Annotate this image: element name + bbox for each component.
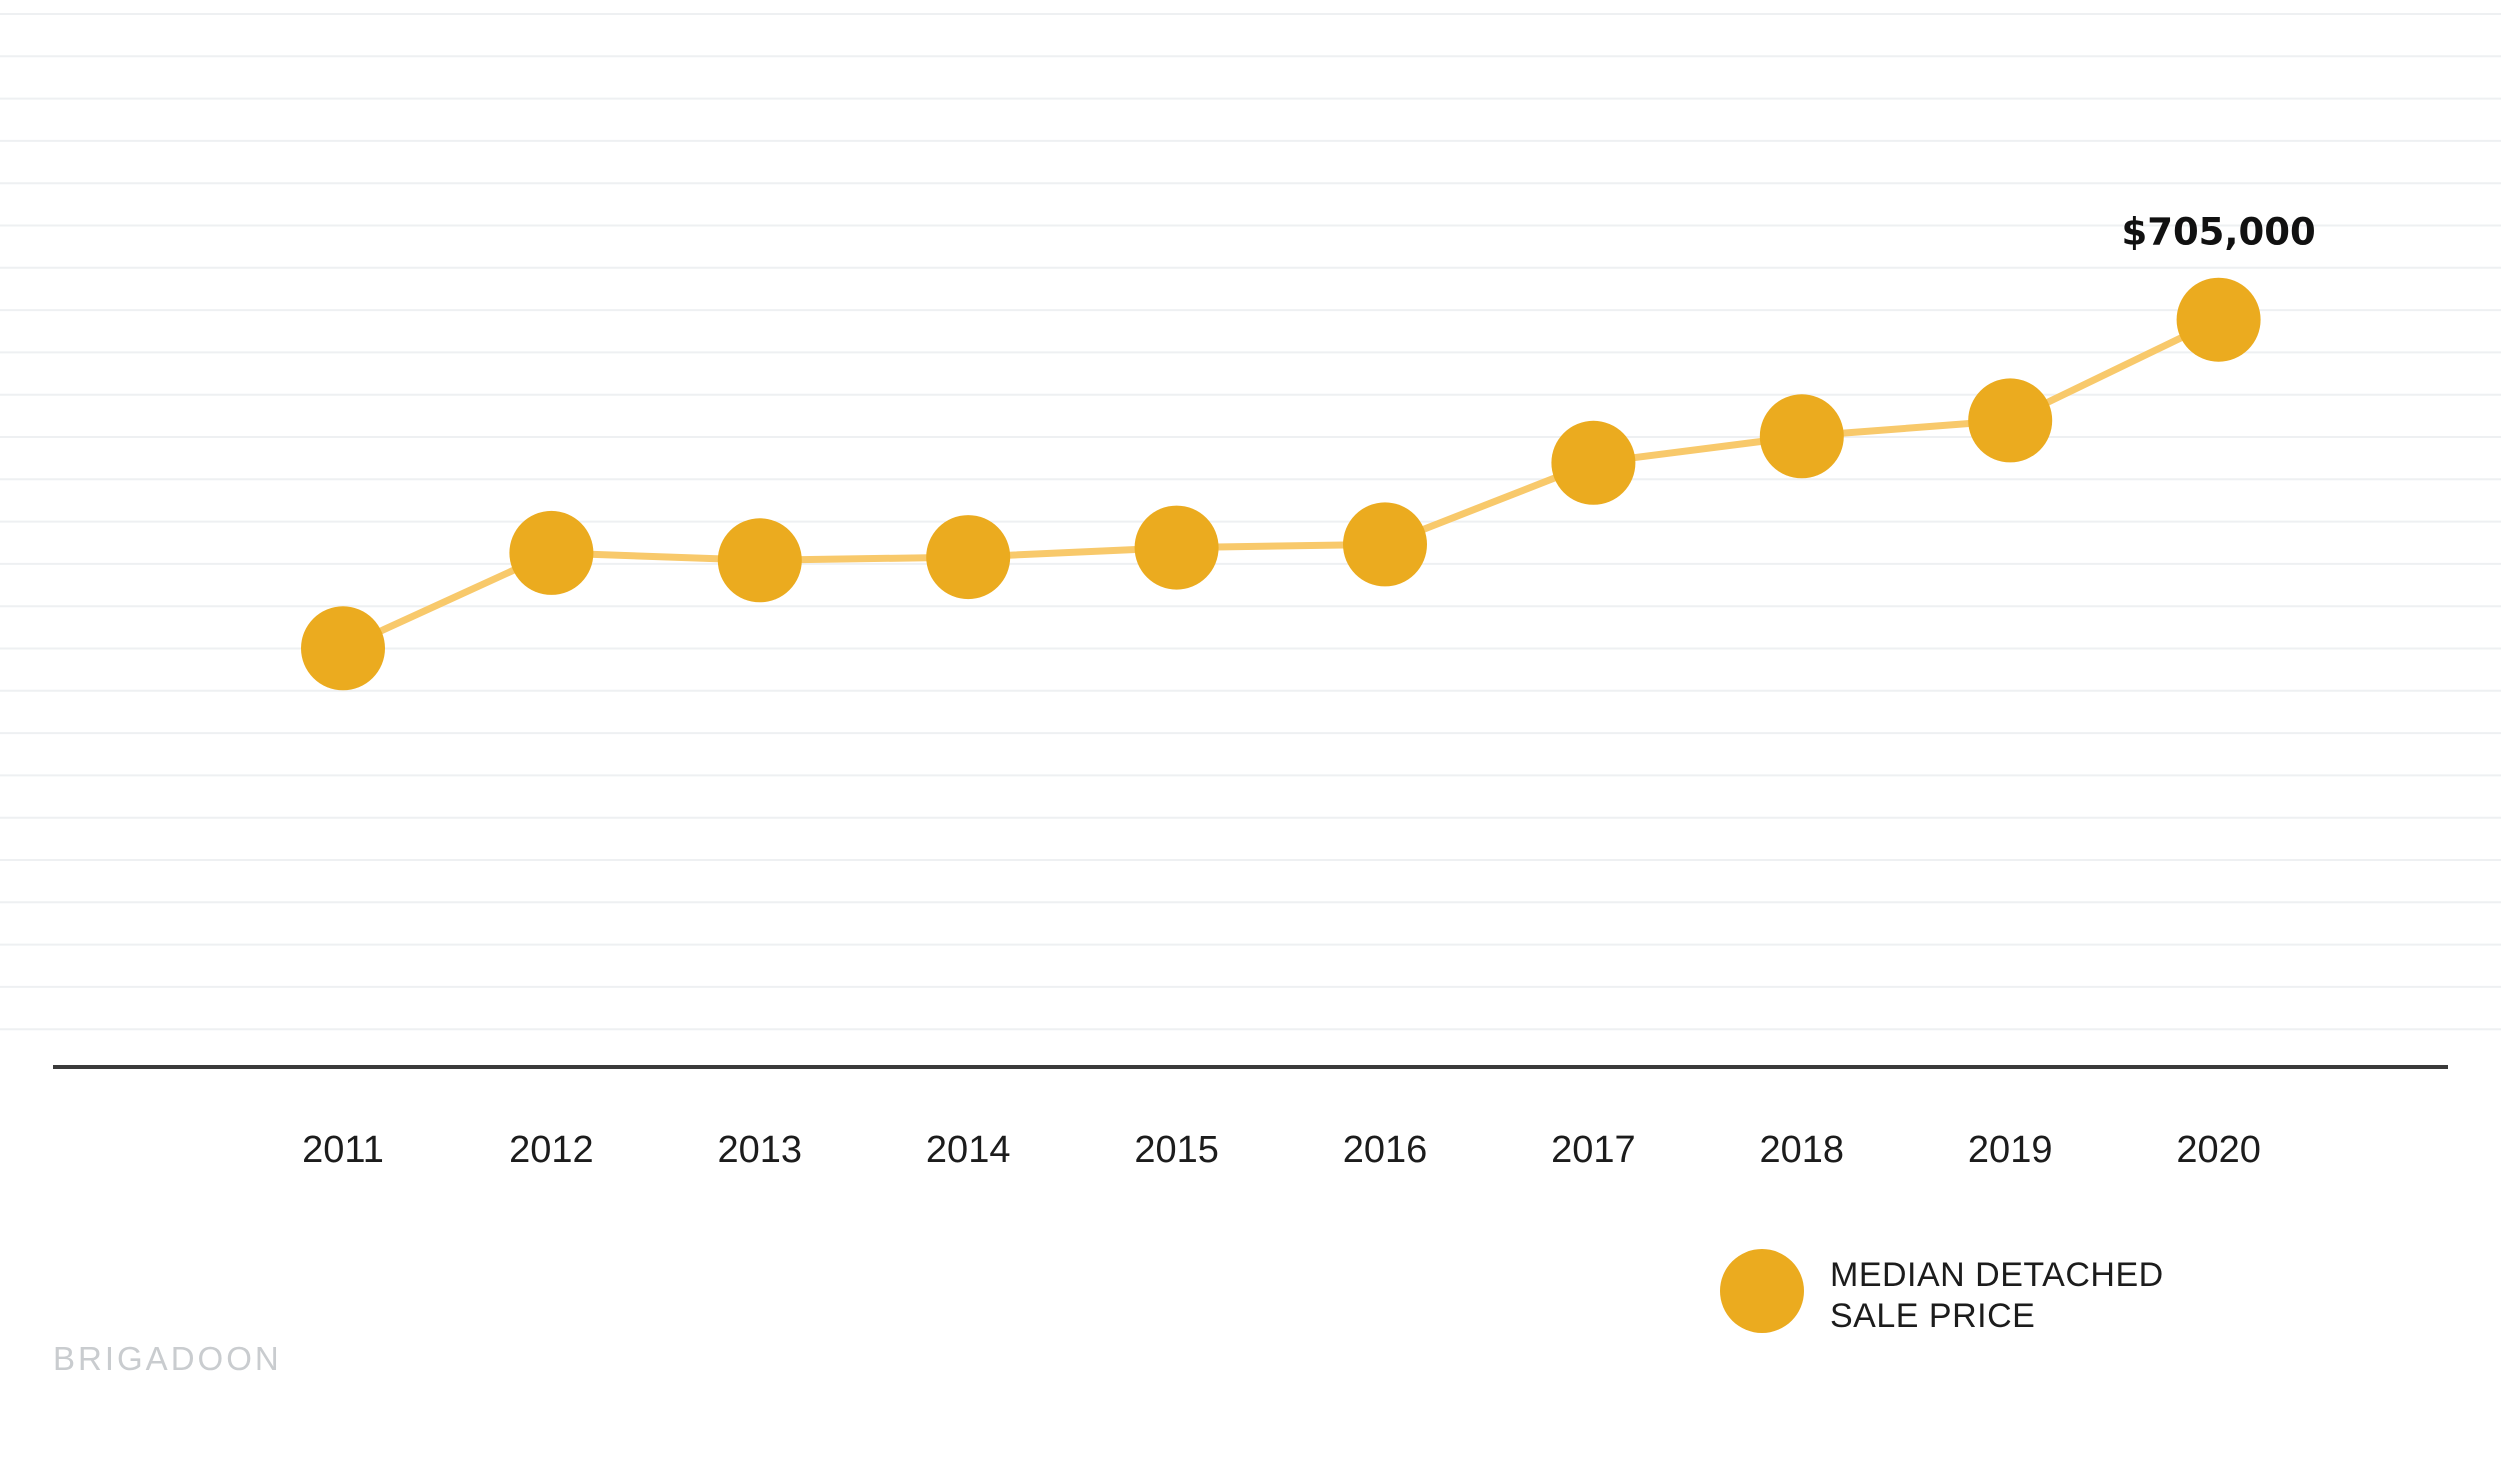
x-tick-label-2013: 2013 xyxy=(718,1129,803,1171)
data-point-2013 xyxy=(717,518,802,603)
data-labels: $705,000 xyxy=(2121,211,2315,254)
x-tick-label-2015: 2015 xyxy=(1134,1129,1219,1171)
x-tick-label-2012: 2012 xyxy=(509,1129,594,1171)
data-point-2020 xyxy=(2176,277,2261,362)
series-line-median-sale-price xyxy=(339,316,2223,652)
data-point-2012 xyxy=(509,510,594,595)
data-point-2018 xyxy=(1759,394,1844,479)
legend-label-line-1: MEDIAN DETACHED xyxy=(1830,1256,2164,1294)
data-point-2014 xyxy=(926,515,1011,600)
data-label-2020: $705,000 xyxy=(2121,211,2315,254)
x-tick-label-2017: 2017 xyxy=(1551,1129,1636,1171)
x-tick-label-2018: 2018 xyxy=(1760,1129,1845,1171)
x-tick-labels: 2011 2012 2013 2014 2015 2016 2017 2018 2019 2020 xyxy=(302,1129,2261,1171)
brand-watermark: BRIGADOON xyxy=(53,1340,282,1377)
data-point-2019 xyxy=(1968,378,2053,463)
legend-marker xyxy=(1720,1249,1804,1333)
gridlines xyxy=(0,13,2501,1031)
x-tick-label-2014: 2014 xyxy=(926,1129,1011,1171)
x-tick-label-2020: 2020 xyxy=(2176,1129,2261,1171)
x-tick-label-2011: 2011 xyxy=(302,1129,384,1171)
x-tick-label-2016: 2016 xyxy=(1343,1129,1428,1171)
data-points xyxy=(301,277,2261,691)
data-point-2016 xyxy=(1343,502,1427,587)
data-point-2015 xyxy=(1134,505,1219,590)
data-point-2017 xyxy=(1551,420,1636,505)
data-point-2011 xyxy=(301,606,385,691)
legend: MEDIAN DETACHED SALE PRICE xyxy=(1720,1249,2164,1335)
legend-label-line-2: SALE PRICE xyxy=(1830,1297,2035,1335)
x-tick-label-2019: 2019 xyxy=(1968,1129,2053,1171)
